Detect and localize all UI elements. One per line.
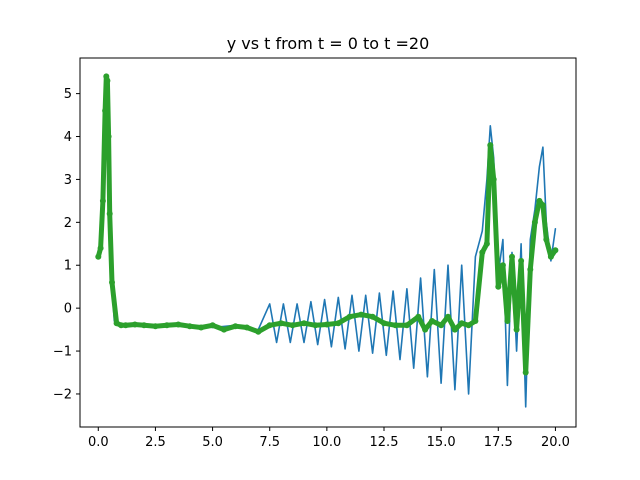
- series-2-point: [445, 313, 451, 320]
- series-2-point: [289, 322, 296, 329]
- series-2-point: [221, 326, 227, 333]
- series-2-point: [522, 369, 529, 376]
- y-tick-label: 5: [64, 87, 72, 102]
- series-2-point: [95, 253, 102, 260]
- y-tick-label: 4: [64, 130, 72, 145]
- series-2-point: [243, 324, 250, 331]
- series-2-point: [552, 247, 559, 254]
- chart-title: y vs t from t = 0 to t =20: [227, 34, 430, 53]
- y-tick-label: 0: [64, 302, 72, 317]
- y-tick-label: −1: [53, 345, 72, 360]
- series-2-point: [131, 321, 138, 328]
- series-2-point: [113, 320, 120, 327]
- series-2-point: [518, 257, 525, 264]
- series-2-point: [209, 322, 216, 329]
- x-tick-label: 5.0: [202, 435, 223, 450]
- series-2-point: [403, 322, 410, 329]
- series-2-point: [109, 279, 115, 286]
- series-2-point: [479, 249, 486, 256]
- series-2-point: [358, 311, 365, 318]
- series-2-point: [118, 322, 125, 329]
- series-2-point: [465, 322, 472, 329]
- series-2-point: [458, 320, 465, 327]
- series-2-point: [472, 318, 479, 324]
- series-2-point: [102, 107, 109, 114]
- series-2-point: [415, 313, 422, 320]
- series-2-point: [438, 322, 445, 329]
- x-tick-label: 7.5: [259, 435, 280, 450]
- x-tick-label: 20.0: [541, 435, 570, 450]
- y-tick-label: 2: [64, 216, 72, 231]
- series-2-point: [312, 322, 319, 329]
- series-2-point: [105, 133, 112, 140]
- y-tick-label: 3: [64, 173, 72, 188]
- x-tick-label: 12.5: [370, 435, 399, 450]
- x-tick-label: 2.5: [145, 435, 166, 450]
- series-2-point: [381, 320, 387, 327]
- x-tick-label: 17.5: [484, 435, 513, 450]
- series-2-point: [531, 219, 538, 226]
- series-2-point: [509, 253, 515, 260]
- series-2-point: [495, 283, 502, 290]
- series-2-point: [163, 322, 170, 329]
- series-2-point: [104, 77, 111, 84]
- series-2-point: [106, 210, 113, 217]
- series-2-point: [335, 320, 342, 327]
- series-2-point: [451, 326, 458, 333]
- series-2-point: [369, 313, 376, 320]
- series-2-point: [266, 322, 273, 329]
- series-layer: [95, 73, 559, 408]
- series-2-point: [422, 326, 429, 333]
- series-2-point: [301, 320, 307, 327]
- series-2-point: [547, 253, 554, 260]
- series-2-point: [278, 320, 285, 327]
- series-2-point: [152, 323, 159, 330]
- series-2-point: [539, 202, 546, 209]
- series-2-point: [198, 324, 205, 331]
- series-2-point: [527, 266, 534, 273]
- series-2-point: [513, 326, 520, 333]
- series-2-point: [490, 176, 497, 183]
- plot-frame: [79, 57, 577, 428]
- series-2-point: [392, 322, 399, 329]
- series-2-point: [536, 197, 543, 204]
- series-2-point: [255, 328, 262, 335]
- series-2-point: [232, 323, 239, 330]
- y-tick-label: 1: [64, 259, 72, 274]
- series-2-point: [346, 313, 353, 320]
- series-2-point: [504, 318, 511, 324]
- axes-layer: 0.0 2.5 5.0 7.5 10.0 12.5 15.0 17.5 20.0 −2 −1 0 1 2 3…: [53, 57, 577, 450]
- series-2-point: [141, 322, 147, 329]
- series-2-point: [97, 245, 104, 252]
- x-tick-label: 15.0: [427, 435, 456, 450]
- x-tick-label: 10.0: [312, 435, 341, 450]
- series-2-point: [483, 240, 490, 247]
- series-2-point: [175, 321, 182, 328]
- series-2-point: [122, 322, 129, 329]
- series-2-point: [487, 142, 494, 149]
- series-2-point: [186, 323, 193, 330]
- y-tick-label: −2: [53, 387, 72, 402]
- series-2-point: [499, 262, 506, 269]
- x-tick-label: 0.0: [88, 435, 109, 450]
- series-2-point: [543, 236, 550, 243]
- series-2-point: [99, 197, 106, 204]
- series-2-point: [429, 318, 435, 324]
- series-2-point: [323, 321, 330, 328]
